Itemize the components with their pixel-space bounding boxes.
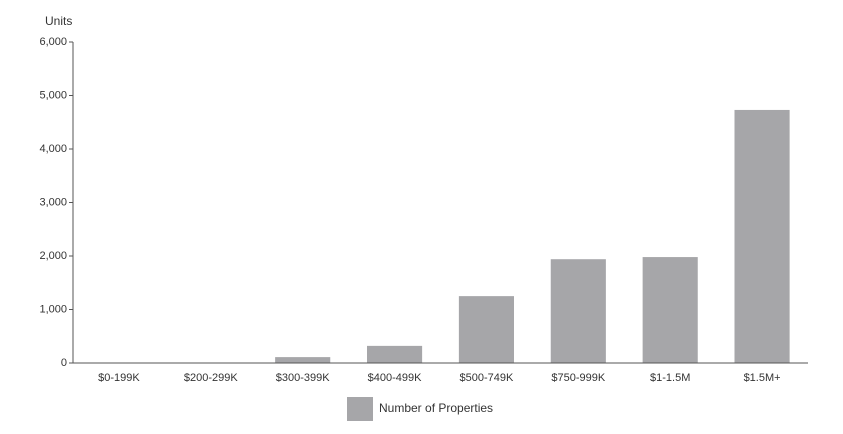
y-tick-label: 6,000: [39, 36, 67, 48]
y-tick-label: 3,000: [39, 196, 67, 208]
y-tick-label: 0: [61, 357, 67, 369]
y-tick-label: 4,000: [39, 143, 67, 155]
bar: [367, 345, 423, 363]
x-tick-label: $1.5M+: [744, 372, 781, 384]
x-tick-label: $0-199K: [98, 372, 140, 384]
x-tick-label: $500-749K: [460, 372, 514, 384]
x-tick-label: $750-999K: [551, 372, 605, 384]
bar: [458, 296, 514, 363]
y-tick-label: 1,000: [39, 303, 67, 315]
bar: [550, 259, 606, 363]
y-axis-label: Units: [45, 14, 72, 28]
legend-swatch: [347, 397, 373, 421]
bar: [642, 257, 698, 363]
legend-label: Number of Properties: [379, 401, 493, 415]
y-tick-label: 5,000: [39, 89, 67, 101]
x-tick-label: $400-499K: [368, 372, 422, 384]
x-tick-label: $300-399K: [276, 372, 330, 384]
y-tick-label: 2,000: [39, 250, 67, 262]
x-tick-label: $1-1.5M: [650, 372, 690, 384]
x-tick-label: $200-299K: [184, 372, 238, 384]
bar: [275, 357, 331, 363]
bar: [734, 109, 790, 363]
